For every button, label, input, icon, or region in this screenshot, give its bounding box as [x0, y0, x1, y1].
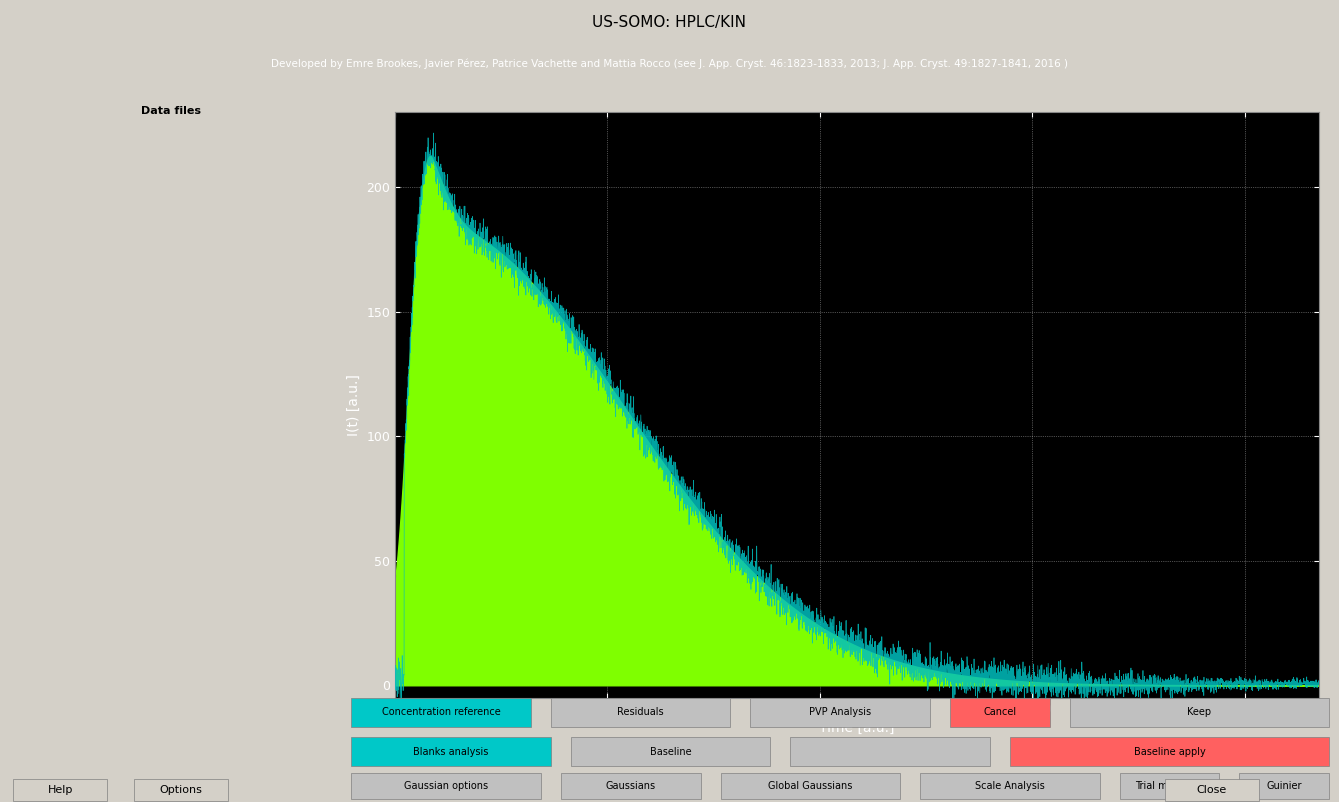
Text: Options: Options: [159, 785, 202, 795]
FancyBboxPatch shape: [550, 698, 731, 727]
Text: Global Gaussians: Global Gaussians: [769, 781, 853, 791]
FancyBboxPatch shape: [1165, 780, 1259, 800]
FancyBboxPatch shape: [790, 738, 990, 767]
Text: Baseline apply: Baseline apply: [1134, 747, 1205, 757]
Text: US-SOMO: HPLC/KIN: US-SOMO: HPLC/KIN: [592, 14, 747, 30]
Text: Help: Help: [48, 785, 72, 795]
FancyBboxPatch shape: [134, 780, 228, 800]
Text: Concentration reference: Concentration reference: [382, 707, 501, 717]
FancyBboxPatch shape: [561, 773, 700, 799]
Y-axis label: I(t) [a.u.]: I(t) [a.u.]: [347, 374, 360, 436]
X-axis label: Time [a.u.]: Time [a.u.]: [819, 721, 894, 735]
Text: Gaussian options: Gaussian options: [404, 781, 489, 791]
Text: Trial make I(q): Trial make I(q): [1134, 781, 1204, 791]
FancyBboxPatch shape: [13, 780, 107, 800]
Text: Blanks analysis: Blanks analysis: [414, 747, 489, 757]
FancyBboxPatch shape: [750, 698, 931, 727]
FancyBboxPatch shape: [949, 698, 1050, 727]
FancyBboxPatch shape: [1240, 773, 1330, 799]
FancyBboxPatch shape: [351, 738, 550, 767]
FancyBboxPatch shape: [351, 773, 541, 799]
FancyBboxPatch shape: [351, 698, 532, 727]
Text: Baseline: Baseline: [649, 747, 691, 757]
FancyBboxPatch shape: [1010, 738, 1330, 767]
Text: PVP Analysis: PVP Analysis: [809, 707, 872, 717]
Text: Gaussians: Gaussians: [605, 781, 656, 791]
Text: Cancel: Cancel: [983, 707, 1016, 717]
Text: Residuals: Residuals: [617, 707, 664, 717]
FancyBboxPatch shape: [1070, 698, 1330, 727]
Text: Developed by Emre Brookes, Javier Pérez, Patrice Vachette and Mattia Rocco (see : Developed by Emre Brookes, Javier Pérez,…: [270, 59, 1069, 70]
FancyBboxPatch shape: [920, 773, 1099, 799]
FancyBboxPatch shape: [720, 773, 900, 799]
FancyBboxPatch shape: [1119, 773, 1220, 799]
Text: Data files: Data files: [141, 106, 201, 115]
Text: Keep: Keep: [1188, 707, 1212, 717]
Text: Close: Close: [1197, 785, 1227, 795]
Text: Guinier: Guinier: [1267, 781, 1302, 791]
Text: Scale Analysis: Scale Analysis: [975, 781, 1044, 791]
FancyBboxPatch shape: [570, 738, 770, 767]
